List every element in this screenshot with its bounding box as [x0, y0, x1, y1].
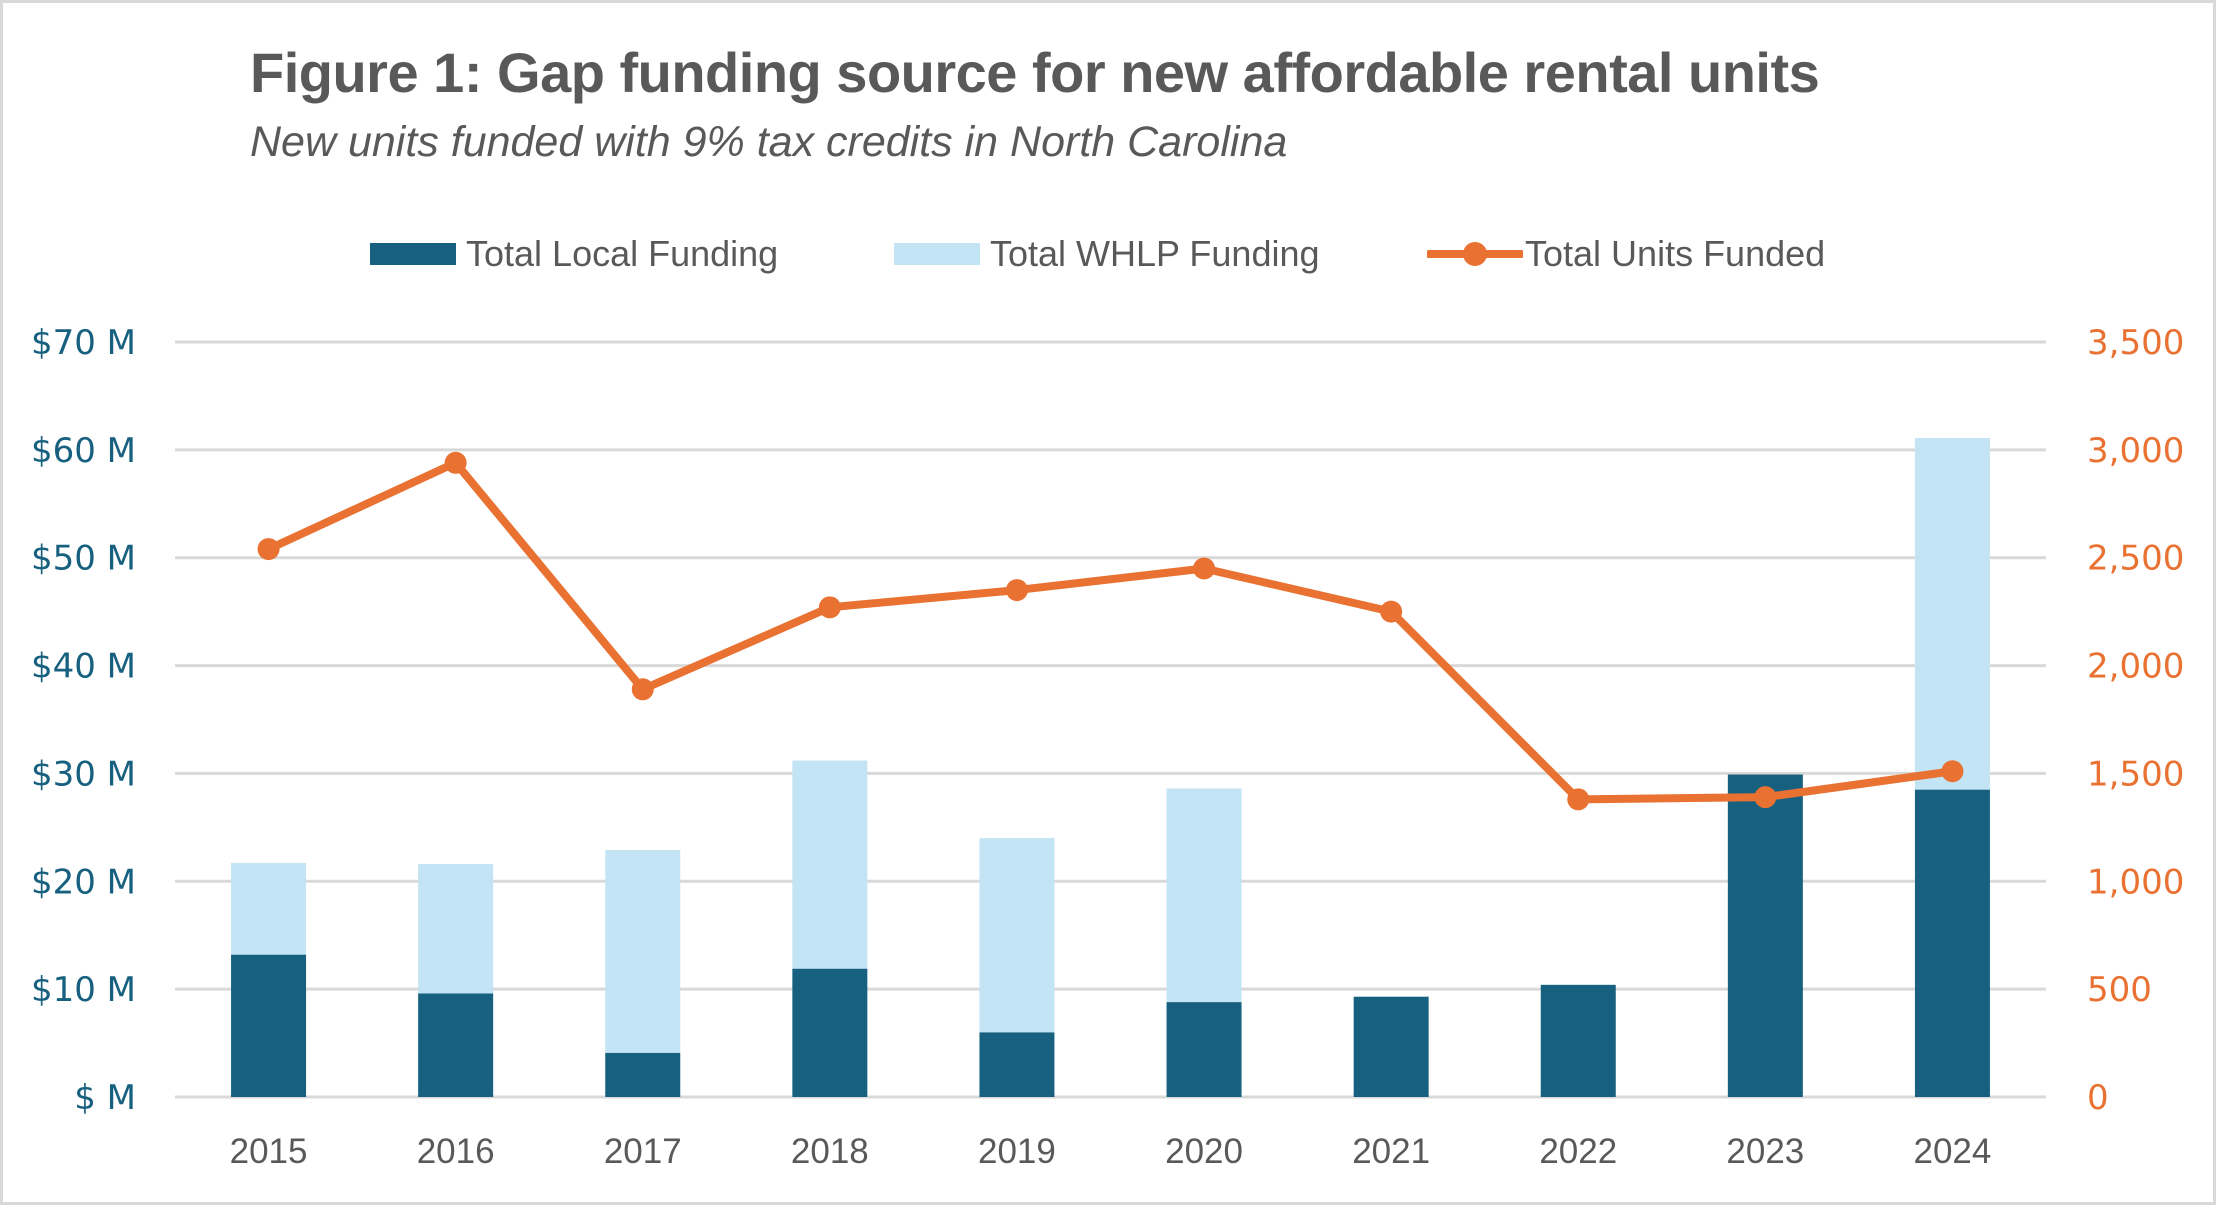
x-axis-tick-label: 2022	[1539, 1132, 1617, 1171]
left-axis-tick-label: $50 M	[31, 539, 136, 579]
right-axis-ticks: 0 500 1,000 1,500 2,000 2,500 3,000 3,500	[2087, 323, 2184, 1118]
left-axis-ticks: $ M $10 M $20 M $30 M $40 M $50 M $60 M $70 M	[31, 323, 136, 1118]
units-data-point	[257, 538, 280, 561]
left-axis-tick-label: $10 M	[31, 970, 136, 1010]
legend-line-marker-icon	[1427, 242, 1523, 266]
bar-local-funding	[1540, 984, 1616, 1097]
x-axis-tick-label: 2016	[417, 1132, 495, 1171]
legend-label-units: Total Units Funded	[1525, 233, 1826, 274]
bar-whlp-funding	[605, 850, 681, 1053]
bar-whlp-funding	[979, 838, 1055, 1033]
units-data-point	[444, 451, 467, 474]
right-axis-tick-label: 1,500	[2087, 754, 2184, 794]
right-axis-tick-label: 500	[2087, 970, 2152, 1010]
units-data-point	[1193, 557, 1216, 580]
units-data-point	[1754, 786, 1777, 809]
right-axis-tick-label: 3,500	[2087, 323, 2184, 363]
bar-local-funding	[605, 1052, 681, 1097]
units-data-point	[1380, 600, 1403, 623]
legend-item-units: Total Units Funded	[1427, 232, 1825, 276]
legend: Total Local Funding Total WHLP Funding T…	[0, 232, 2216, 276]
bar-local-funding	[979, 1032, 1055, 1097]
right-axis-tick-label: 0	[2087, 1078, 2109, 1118]
bar-local-funding	[792, 968, 868, 1097]
legend-label-whlp: Total WHLP Funding	[990, 233, 1320, 274]
x-axis-tick-label: 2019	[978, 1132, 1056, 1171]
x-axis-tick-label: 2015	[230, 1132, 308, 1171]
x-axis-ticks: 2015 2016 2017 2018 2019 2020 2021 2022 2023 2024	[230, 1132, 1992, 1171]
legend-label-local: Total Local Funding	[466, 233, 779, 274]
units-data-point	[1567, 788, 1590, 811]
right-axis-tick-label: 1,000	[2087, 862, 2184, 902]
right-axis-tick-label: 3,000	[2087, 431, 2184, 471]
x-axis-tick-label: 2023	[1726, 1132, 1804, 1171]
x-axis-tick-label: 2024	[1914, 1132, 1992, 1171]
x-axis-tick-label: 2021	[1352, 1132, 1430, 1171]
left-axis-tick-label: $40 M	[31, 647, 136, 687]
units-data-point	[818, 596, 841, 619]
units-line-path	[266, 458, 1953, 804]
bar-local-funding	[231, 954, 307, 1097]
legend-swatch-whlp	[894, 243, 980, 265]
bar-whlp-funding	[418, 864, 494, 994]
legend-item-local: Total Local Funding	[370, 232, 778, 276]
bar-whlp-funding	[231, 862, 307, 955]
bar-local-funding	[1727, 774, 1803, 1097]
chart-subtitle: New units funded with 9% tax credits in …	[250, 118, 1288, 166]
bar-whlp-funding	[1914, 437, 1990, 790]
left-axis-tick-label: $ M	[74, 1078, 136, 1118]
right-axis-tick-label: 2,000	[2087, 647, 2184, 687]
left-axis-tick-label: $60 M	[31, 431, 136, 471]
bar-local-funding	[1353, 996, 1429, 1097]
units-data-point	[1005, 579, 1028, 602]
bar-whlp-funding	[792, 760, 868, 969]
x-axis-tick-label: 2020	[1165, 1132, 1243, 1171]
units-data-point	[631, 678, 654, 701]
x-axis-tick-label: 2018	[791, 1132, 869, 1171]
units-data-point	[1941, 760, 1964, 783]
x-axis-tick-label: 2017	[604, 1132, 682, 1171]
bars	[231, 437, 1990, 1097]
legend-item-whlp: Total WHLP Funding	[894, 232, 1320, 276]
bar-local-funding	[418, 993, 494, 1097]
left-axis-tick-label: $30 M	[31, 754, 136, 794]
units-line	[257, 451, 1964, 811]
legend-swatch-local	[370, 243, 456, 265]
right-axis-tick-label: 2,500	[2087, 539, 2184, 579]
left-axis-tick-label: $20 M	[31, 862, 136, 902]
chart-title: Figure 1: Gap funding source for new aff…	[250, 41, 1820, 104]
bar-whlp-funding	[1166, 788, 1242, 1003]
left-axis-tick-label: $70 M	[31, 323, 136, 363]
bar-local-funding	[1166, 1002, 1242, 1097]
bar-local-funding	[1914, 789, 1990, 1097]
